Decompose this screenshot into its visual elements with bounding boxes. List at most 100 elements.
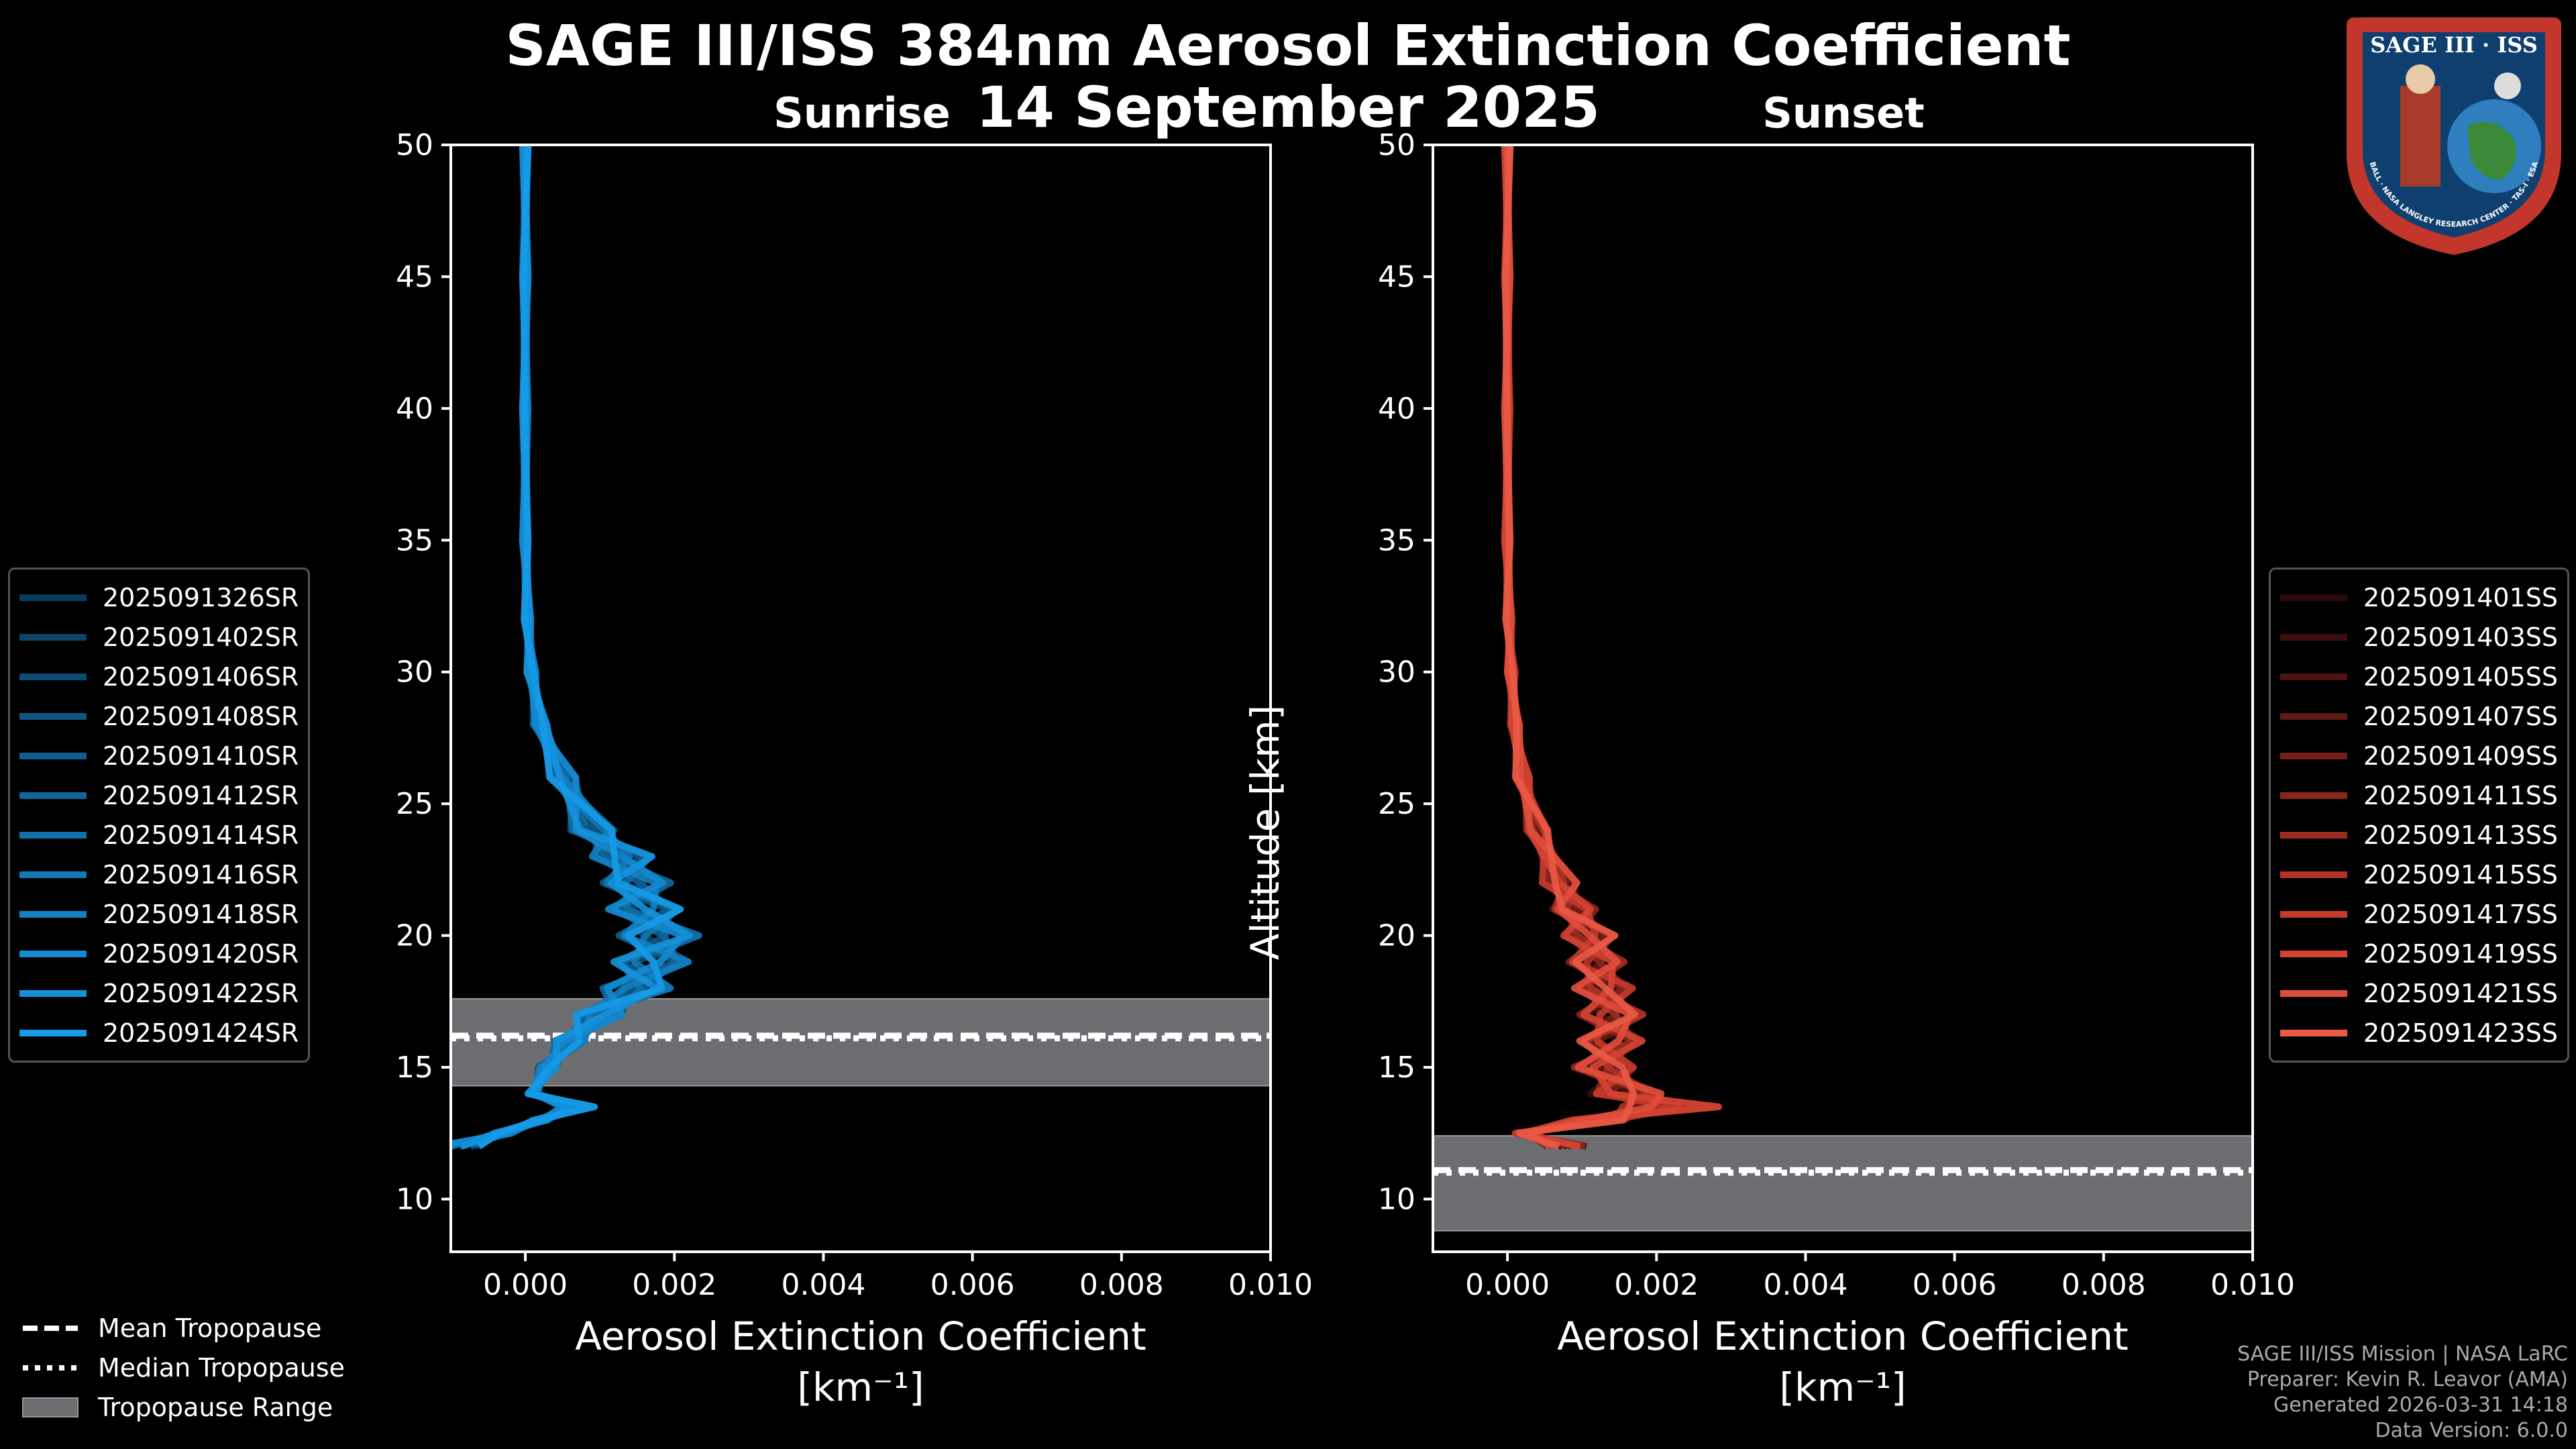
- legend-label: 2025091405SS: [2363, 661, 2559, 692]
- legend-item: 2025091414SR: [19, 815, 299, 855]
- legend-item: 2025091421SS: [2280, 973, 2558, 1013]
- legend-label: 2025091419SS: [2363, 938, 2559, 969]
- legend-item: 2025091412SR: [19, 775, 299, 815]
- legend-swatch: [2280, 871, 2347, 878]
- legend-item: 2025091326SR: [19, 578, 299, 617]
- legend-label: 2025091412SR: [103, 780, 299, 810]
- y-tick-label: 45: [1378, 260, 1415, 294]
- x-tick-label: 0.008: [1079, 1268, 1164, 1302]
- plot-frame: [449, 144, 1272, 1253]
- y-tick-label: 25: [1378, 787, 1415, 821]
- x-tick-label: 0.006: [930, 1268, 1015, 1302]
- sunrise-subtitle: Sunrise: [773, 89, 951, 138]
- legend-label: 2025091403SS: [2363, 622, 2559, 652]
- x-axis-unit: [km⁻¹]: [1779, 1364, 1906, 1410]
- legend-item: 2025091415SS: [2280, 855, 2558, 894]
- legend-item: 2025091417SS: [2280, 894, 2558, 934]
- legend-swatch: [19, 673, 87, 680]
- x-axis-label: Aerosol Extinction Coefficient: [1557, 1313, 2129, 1359]
- sunrise-legend: 2025091326SR 2025091402SR 2025091406SR 2025…: [8, 568, 311, 1063]
- legend-label: 2025091402SR: [103, 622, 299, 652]
- legend-label: 2025091421SS: [2363, 978, 2559, 1008]
- legend-item: 2025091418SR: [19, 894, 299, 934]
- legend-swatch: [19, 989, 87, 997]
- profile-series-line: [1501, 145, 1665, 1150]
- plot-frame: [1432, 144, 2254, 1253]
- x-tick-label: 0.000: [483, 1268, 568, 1302]
- y-tick-label: 20: [1378, 919, 1415, 953]
- y-tick-label: 15: [1378, 1051, 1415, 1085]
- y-tick-label: 30: [1378, 655, 1415, 690]
- legend-label: 2025091422SR: [103, 978, 299, 1008]
- y-tick-label: 10: [396, 1182, 433, 1216]
- legend-swatch: [19, 1029, 87, 1036]
- sunset-subtitle: Sunset: [1762, 89, 1925, 138]
- y-tick-label: 30: [396, 655, 433, 690]
- legend-label: 2025091411SS: [2363, 780, 2559, 810]
- legend-swatch: [2280, 831, 2347, 839]
- y-tick-label: 10: [1378, 1182, 1415, 1216]
- legend-swatch: [2280, 792, 2347, 799]
- tropopause-legend: Mean Tropopause Median Tropopause Tropop…: [20, 1308, 345, 1427]
- legend-label: 2025091407SS: [2363, 701, 2559, 731]
- legend-item: 2025091405SS: [2280, 657, 2558, 696]
- legend-label: 2025091415SS: [2363, 859, 2559, 890]
- plot-panel-sunset: 10 15 20 25 30 35 40 45 50 0.000 0.002 0.004 0.006 0.…: [1242, 128, 2295, 1410]
- profile-lines: [451, 145, 702, 1150]
- x-tick-label: 0.000: [1465, 1268, 1550, 1302]
- legend-item: 2025091403SS: [2280, 617, 2558, 657]
- legend-item: 2025091413SS: [2280, 815, 2558, 855]
- profile-series-line: [477, 145, 684, 1150]
- legend-swatch: [19, 831, 87, 839]
- x-tick-label: 0.008: [2061, 1268, 2146, 1302]
- footer-line-2: Preparer: Kevin R. Leavor (AMA): [2247, 1368, 2568, 1391]
- range-swatch: [22, 1397, 78, 1417]
- y-tick-label: 50: [396, 128, 433, 162]
- median-tropopause-label: Median Tropopause: [98, 1352, 345, 1383]
- profile-series-line: [1501, 145, 1664, 1150]
- legend-swatch: [19, 752, 87, 759]
- legend-swatch: [19, 712, 87, 720]
- mean-tropopause-legend-item: Mean Tropopause: [20, 1308, 345, 1348]
- profile-series-line: [451, 145, 702, 1150]
- y-tick-label: 40: [1378, 392, 1415, 426]
- legend-swatch: [19, 871, 87, 878]
- profile-series-line: [1502, 145, 1639, 1150]
- profile-lines: [1501, 145, 1723, 1150]
- dashed-line-swatch: [23, 1325, 78, 1331]
- legend-label: 2025091409SS: [2363, 741, 2559, 771]
- legend-label: 2025091413SS: [2363, 820, 2559, 850]
- legend-swatch: [19, 633, 87, 641]
- profile-series-line: [1501, 145, 1658, 1150]
- tropopause-range-label: Tropopause Range: [98, 1392, 333, 1422]
- legend-item: 2025091420SR: [19, 934, 299, 973]
- legend-swatch: [19, 950, 87, 957]
- logo-text: SAGE III · ISS: [2370, 32, 2538, 58]
- legend-label: 2025091408SR: [103, 701, 299, 731]
- legend-label: 2025091401SS: [2363, 582, 2559, 612]
- legend-item: 2025091406SR: [19, 657, 299, 696]
- legend-label: 2025091424SR: [103, 1018, 299, 1048]
- profile-series-line: [451, 145, 702, 1148]
- legend-swatch: [2280, 752, 2347, 759]
- y-tick-label: 45: [396, 260, 433, 294]
- legend-item: 2025091402SR: [19, 617, 299, 657]
- mean-tropopause-label: Mean Tropopause: [98, 1313, 322, 1343]
- legend-item: 2025091401SS: [2280, 578, 2558, 617]
- y-tick-label: 20: [396, 919, 433, 953]
- sunset-legend: 2025091401SS 2025091403SS 2025091405SS 2025…: [2269, 568, 2570, 1063]
- legend-item: 2025091416SR: [19, 855, 299, 894]
- legend-swatch: [2280, 1029, 2347, 1036]
- legend-item: 2025091422SR: [19, 973, 299, 1013]
- footer-line-1: SAGE III/ISS Mission | NASA LaRC: [2237, 1342, 2568, 1366]
- x-tick-label: 0.002: [632, 1268, 716, 1302]
- legend-label: 2025091418SR: [103, 899, 299, 929]
- legend-label: 2025091420SR: [103, 938, 299, 969]
- y-tick-label: 50: [1378, 128, 1415, 162]
- legend-item: 2025091424SR: [19, 1013, 299, 1053]
- legend-swatch: [2280, 989, 2347, 997]
- y-tick-label: 40: [396, 392, 433, 426]
- tropopause-range-legend-item: Tropopause Range: [20, 1387, 345, 1427]
- legend-swatch: [2280, 673, 2347, 680]
